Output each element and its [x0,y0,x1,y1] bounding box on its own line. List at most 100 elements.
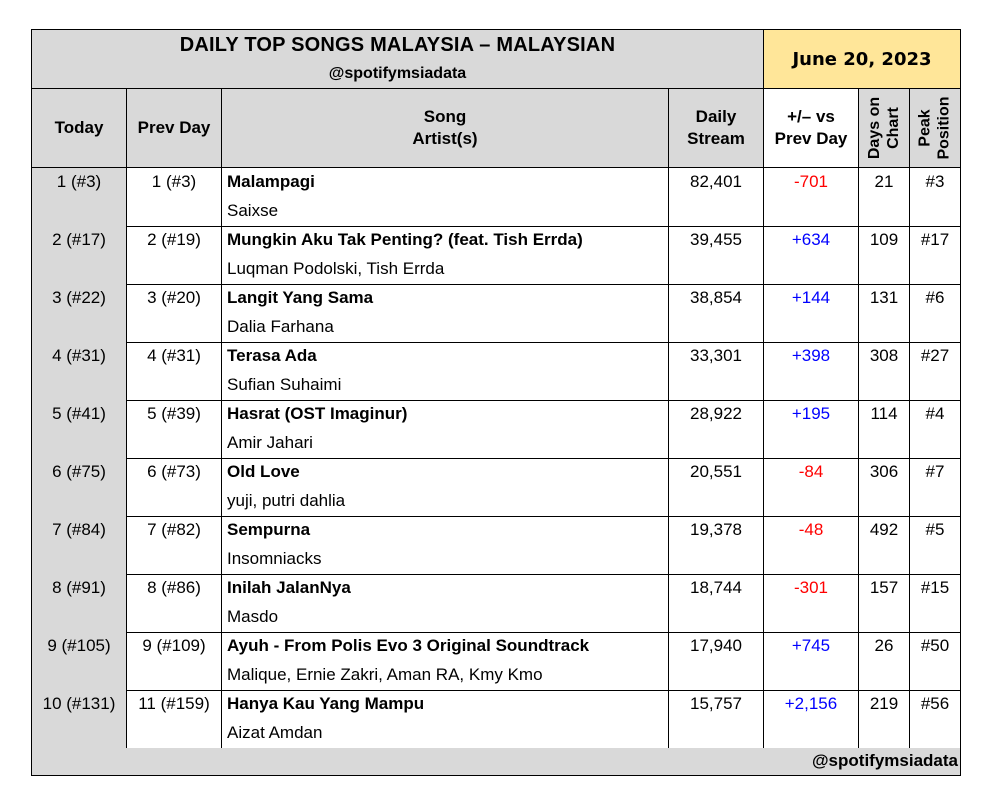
header-prev-day: Prev Day [127,89,222,168]
prev-day-rank: 5 (#39) [127,400,222,458]
header-delta-line1: +/– vs [787,107,835,126]
stream-delta-value: +144 [764,284,859,342]
days-on-chart-value: 109 [859,226,910,284]
song-title: Ayuh - From Polis Evo 3 Original Soundtr… [227,636,590,655]
days-on-chart-value: 306 [859,458,910,516]
days-on-chart-value: 21 [859,168,910,226]
peak-position-value: #6 [925,288,945,307]
song-cell: Sempurna Insomniacks [222,516,669,574]
song-title: Malampagi [227,172,315,191]
song-title: Langit Yang Sama [227,288,374,307]
today-rank: 7 (#84) [32,516,127,574]
peak-position-value: #50 [920,636,950,655]
days-on-chart-value: 157 [859,574,910,632]
song-cell: Ayuh - From Polis Evo 3 Original Soundtr… [222,632,669,690]
artist-name: Dalia Farhana [227,317,334,336]
today-rank: 5 (#41) [32,400,127,458]
song-cell: Mungkin Aku Tak Penting? (feat. Tish Err… [222,226,669,284]
today-rank: 8 (#91) [32,574,127,632]
daily-stream-value: 19,378 [669,516,764,574]
table-row: 6 (#75) 6 (#73) Old Love yuji, putri dahlia… [32,458,960,517]
daily-stream-value: 39,455 [669,226,764,284]
song-title: Hanya Kau Yang Mampu [227,694,425,713]
song-cell: Inilah JalanNya Masdo [222,574,669,632]
artist-name: Aizat Amdan [227,723,323,742]
peak-position-value: #56 [920,694,950,713]
stream-delta-value: +398 [764,342,859,400]
header-prev-day-label: Prev Day [137,118,211,137]
daily-stream-value: 20,551 [669,458,764,516]
daily-stream-value: 17,940 [669,632,764,690]
header-today: Today [32,89,127,168]
header-peak-rotated: Peak Position [916,96,954,159]
header-peak-line1: Peak [917,109,935,147]
header-delta-line2: Prev Day [774,129,848,148]
daily-stream-value: 15,757 [669,690,764,748]
header-stream-line2: Stream [687,129,745,148]
prev-day-rank: 8 (#86) [127,574,222,632]
header-stream-line1: Daily [695,107,737,126]
chart-table: DAILY TOP SONGS MALAYSIA – MALAYSIAN @sp… [31,29,961,776]
stream-delta-value: -301 [764,574,859,632]
peak-position-value: #3 [925,172,945,191]
today-rank: 4 (#31) [32,342,127,400]
header-song: Song Artist(s) [222,89,669,168]
prev-day-rank: 11 (#159) [127,690,222,748]
song-cell: Malampagi Saixse [222,168,669,226]
artist-name: Luqman Podolski, Tish Errda [227,259,445,278]
daily-stream-value: 38,854 [669,284,764,342]
artist-name: yuji, putri dahlia [227,491,346,510]
peak-position-value: #27 [920,346,950,365]
artist-name: Malique, Ernie Zakri, Aman RA, Kmy Kmo [227,665,543,684]
daily-stream-value: 18,744 [669,574,764,632]
song-cell: Hanya Kau Yang Mampu Aizat Amdan [222,690,669,748]
stream-delta-value: -48 [764,516,859,574]
prev-day-rank: 3 (#20) [127,284,222,342]
today-rank: 3 (#22) [32,284,127,342]
days-on-chart-value: 114 [859,400,910,458]
stream-delta-value: +2,156 [764,690,859,748]
header-days-rotated: Days on Chart [865,97,903,159]
days-on-chart-value: 308 [859,342,910,400]
table-row: 1 (#3) 1 (#3) Malampagi Saixse 82,401 -701 21 #… [32,168,960,227]
stream-delta-value: +745 [764,632,859,690]
prev-day-rank: 4 (#31) [127,342,222,400]
days-on-chart-value: 26 [859,632,910,690]
song-cell: Terasa Ada Sufian Suhaimi [222,342,669,400]
peak-position-value: #4 [925,404,945,423]
peak-position-value: #17 [920,230,950,249]
chart-subtitle: @spotifymsiadata [328,65,467,82]
days-on-chart-value: 492 [859,516,910,574]
today-rank: 9 (#105) [32,632,127,690]
header-days-line1: Days on [866,96,883,160]
table-row: 2 (#17) 2 (#19) Mungkin Aku Tak Penting? (… [32,226,960,285]
stream-delta-value: -701 [764,168,859,226]
header-peak-line2: Position [936,96,954,160]
song-title: Old Love [227,462,300,481]
peak-position-value: #15 [920,578,950,597]
title-banner: DAILY TOP SONGS MALAYSIA – MALAYSIAN @sp… [32,30,764,89]
table-row: 7 (#84) 7 (#82) Sempurna Insomniacks 19,378-… [32,516,960,575]
chart-date: June 20, 2023 [764,30,960,89]
song-title: Mungkin Aku Tak Penting? (feat. Tish Err… [227,230,583,249]
prev-day-rank: 7 (#82) [127,516,222,574]
artist-name: Masdo [227,607,279,626]
prev-day-rank: 1 (#3) [127,168,222,226]
song-title: Sempurna [227,520,311,539]
artist-name: Amir Jahari [227,433,313,452]
song-title: Terasa Ada [227,346,317,365]
song-cell: Langit Yang Sama Dalia Farhana [222,284,669,342]
table-row: 5 (#41) 5 (#39) Hasrat (OST Imaginur) Amir … [32,400,960,459]
header-peak-position: Peak Position [910,89,960,168]
today-rank: 6 (#75) [32,458,127,516]
song-title: Inilah JalanNya [227,578,351,597]
header-days-line2: Chart [885,107,902,149]
header-today-label: Today [54,118,104,137]
daily-stream-value: 33,301 [669,342,764,400]
footer-bar: @spotifymsiadata [32,748,960,775]
header-artist-label: Artist(s) [412,129,478,148]
today-rank: 1 (#3) [32,168,127,226]
table-row: 10 (#131) 11 (#159) Hanya Kau Yang Mampu Ai… [32,690,960,749]
header-days-on-chart: Days on Chart [859,89,910,168]
artist-name: Saixse [227,201,279,220]
